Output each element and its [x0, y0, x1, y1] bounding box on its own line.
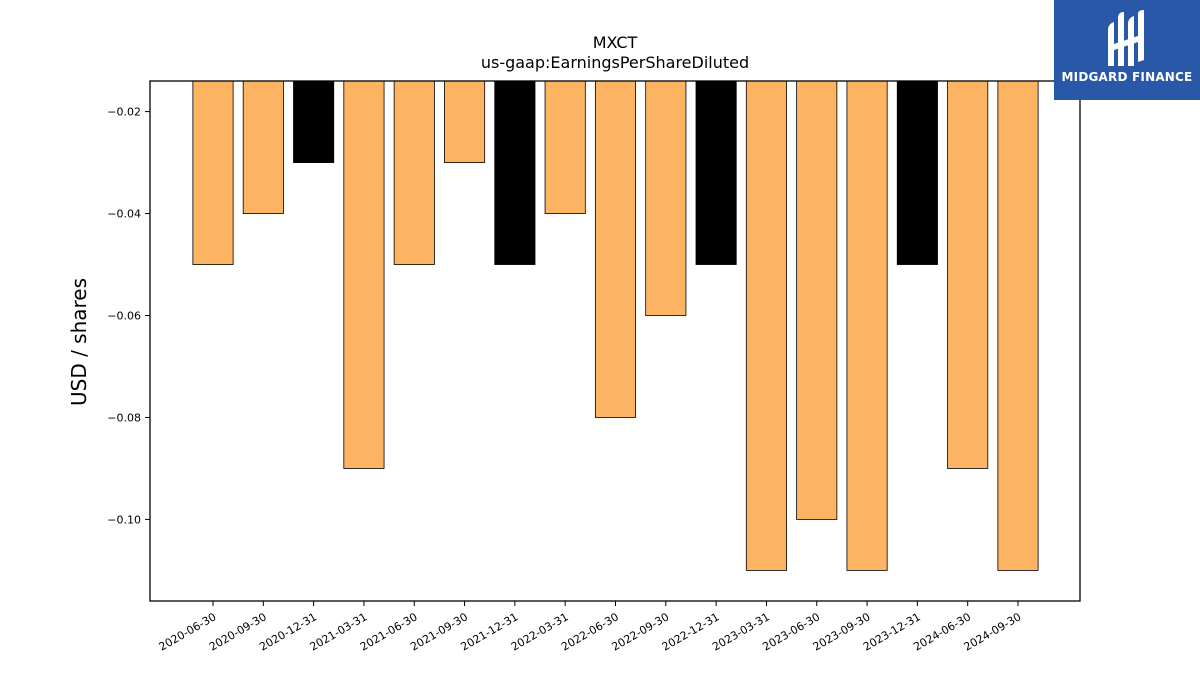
- bar-2020-09-30: [242, 80, 284, 214]
- bar-2022-12-31: [695, 80, 737, 265]
- y-tick-label: −0.04: [107, 208, 141, 221]
- bar-2022-09-30: [645, 80, 687, 316]
- bar-2024-09-30: [997, 80, 1039, 571]
- brand-name: MIDGARD FINANCE: [1061, 70, 1193, 84]
- x-tick-label: 2024-09-30: [962, 610, 1024, 653]
- bar-2023-03-31: [745, 80, 787, 571]
- bar-2024-06-30: [947, 80, 989, 469]
- bar-2020-06-30: [192, 80, 234, 265]
- y-tick-label: −0.10: [107, 513, 141, 526]
- bar-2022-06-30: [594, 80, 637, 418]
- y-tick-label: −0.08: [107, 411, 141, 424]
- midgard-logo-icon: [1108, 10, 1144, 66]
- bar-2023-06-30: [796, 80, 838, 520]
- bar-2021-06-30: [393, 80, 435, 265]
- bar-2021-09-30: [444, 80, 486, 163]
- chart-subtitle: us-gaap:EarningsPerShareDiluted: [481, 53, 749, 72]
- bar-2021-03-31: [343, 80, 385, 469]
- y-axis-label: USD / shares: [67, 278, 91, 406]
- bar-2023-09-30: [846, 80, 888, 571]
- y-tick-label: −0.06: [107, 310, 141, 323]
- bar-2022-03-31: [544, 80, 586, 214]
- chart-title: MXCT: [593, 33, 638, 52]
- y-ticks-group: −0.02 −0.04 −0.06 −0.08 −0.10: [107, 106, 150, 526]
- brand-logo: MIDGARD FINANCE: [1054, 0, 1200, 100]
- y-tick-label: −0.02: [107, 106, 141, 119]
- bar-2023-12-31: [896, 80, 938, 265]
- x-ticks-group: 2020-06-302020-09-302020-12-312021-03-31…: [157, 601, 1024, 654]
- bars-group: [192, 80, 1039, 571]
- bar-2021-12-31: [494, 80, 536, 265]
- plot-frame: [149, 80, 1081, 602]
- bar-2020-12-31: [293, 80, 335, 163]
